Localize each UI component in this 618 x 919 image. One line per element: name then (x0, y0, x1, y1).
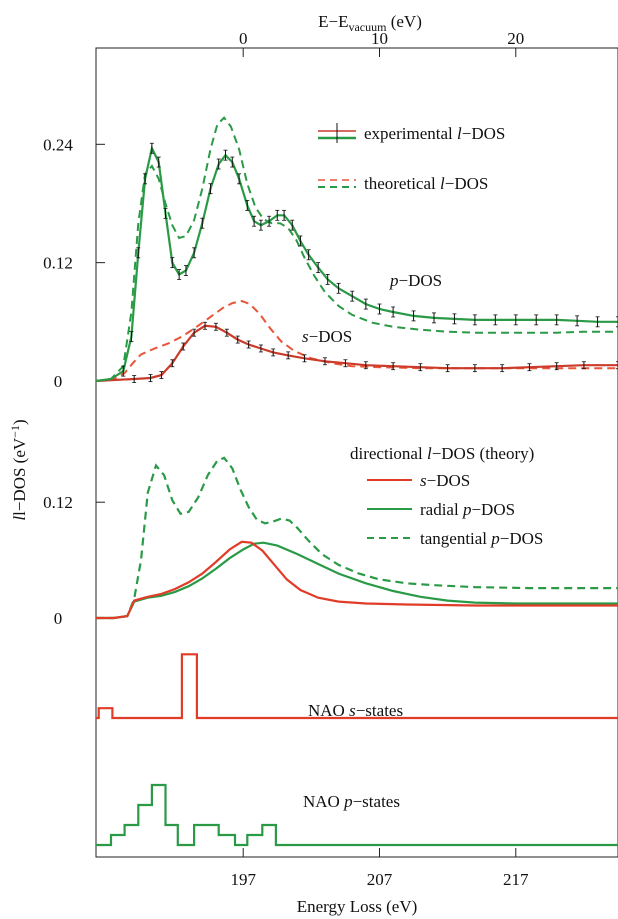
legend-radial: radial p−DOS (420, 500, 515, 519)
y-tick-label: 0.24 (43, 135, 73, 154)
legend-experimental: experimental l−DOS (364, 124, 505, 143)
top-tick-label: 20 (507, 29, 524, 48)
bottom-tick-label: 217 (503, 870, 529, 889)
axis-ticks: 197 207 217 0 10 20 0 0.12 0.24 0 0.12 (43, 29, 529, 889)
label-s-dos: s−DOS (302, 327, 352, 346)
legend-theoretical: theoretical l−DOS (364, 174, 488, 193)
curve-directional-tangential (96, 456, 618, 620)
top-tick-label: 10 (371, 29, 388, 48)
curve-directional-radial (96, 541, 618, 620)
top-tick-label: 0 (239, 29, 248, 48)
y-tick-label: 0.12 (43, 493, 73, 512)
curve-theory-p (95, 116, 618, 382)
data-curves (95, 116, 618, 847)
label-p-dos: p−DOS (389, 271, 442, 290)
curve-exp-p (95, 145, 618, 383)
legend-panel1: experimental l−DOS theoretical l−DOS (318, 123, 505, 193)
y-tick-label: 0 (54, 372, 63, 391)
y-tick-label: 0.12 (43, 254, 73, 273)
label-nao-s: NAO s−states (308, 701, 403, 720)
legend-title-directional: directional l−DOS (theory) (350, 444, 534, 463)
curve-directional-s (96, 540, 618, 620)
curve-nao-p (96, 783, 618, 847)
y-tick-label: 0 (54, 609, 63, 628)
bottom-tick-label: 207 (367, 870, 393, 889)
curve-exp-s (95, 324, 618, 383)
legend-panel2: directional l−DOS (theory) s−DOS radial … (350, 444, 543, 548)
label-nao-p: NAO p−states (303, 792, 400, 811)
y-axis-title: ll−DOS (eV−1) (8, 419, 29, 520)
bottom-axis-title: Energy Loss (eV) (297, 897, 418, 916)
top-axis-title: E−Evacuum (eV) (318, 12, 422, 34)
curve-nao-s (96, 653, 618, 720)
legend-s: s−DOS (420, 471, 470, 490)
legend-tangential: tangential p−DOS (420, 529, 543, 548)
plot-frame (95, 47, 618, 858)
bottom-tick-label: 197 (230, 870, 256, 889)
curve-theory-s (95, 300, 618, 382)
